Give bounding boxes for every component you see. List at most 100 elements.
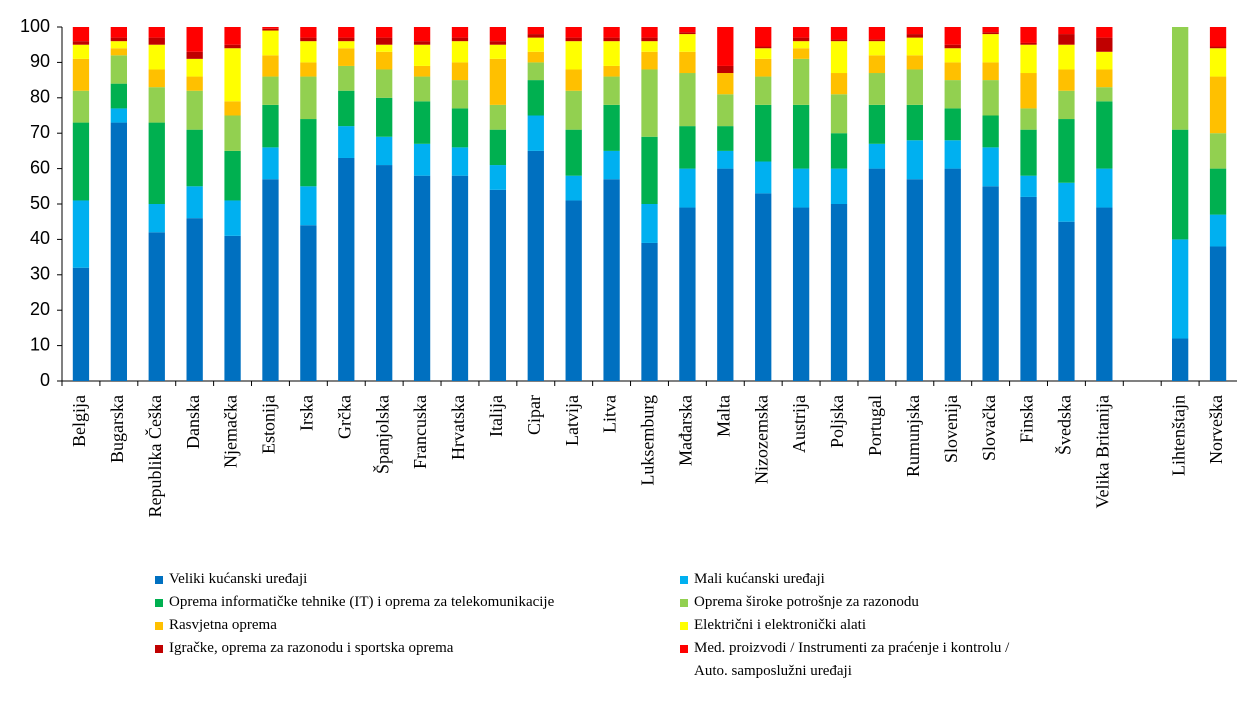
x-tick-label: Danska (183, 395, 203, 449)
bar-segment (451, 175, 469, 381)
bar-segment (944, 62, 961, 81)
bar-segment (1096, 37, 1113, 52)
bar-segment (1209, 214, 1227, 247)
bar-segment (186, 186, 203, 219)
bar-segment (1020, 73, 1037, 109)
bar-segment (641, 27, 658, 38)
bar-segment (792, 207, 810, 381)
legend-item: Med. proizvodi / Instrumenti za praćenje… (680, 637, 1200, 683)
bar-segment (527, 80, 544, 116)
bar-segment (603, 104, 620, 151)
y-tick-label: 100 (20, 16, 50, 36)
y-tick-label: 50 (30, 193, 50, 213)
bar-segment (755, 48, 772, 59)
bar-segment (906, 104, 923, 141)
legend-label: Veliki kućanski uređaji (169, 571, 308, 587)
bar-segment (451, 62, 469, 81)
bar-segment (1020, 42, 1037, 45)
bar-segment (1058, 44, 1075, 70)
bar-segment (451, 41, 469, 63)
x-tick-label: Luksemburg (638, 395, 658, 486)
bar-segment (489, 165, 507, 190)
bar-segment (944, 168, 961, 381)
bar-segment (792, 58, 810, 105)
bar-segment (224, 101, 241, 116)
bar-segment (338, 157, 355, 381)
bar-segment (603, 27, 620, 38)
bar-segment (944, 140, 961, 169)
x-tick-label: Poljska (827, 395, 847, 448)
bar-segment (868, 73, 886, 105)
bar-segment (72, 58, 90, 91)
bar-segment (603, 150, 620, 180)
bar-segment (906, 37, 923, 56)
bar-segment (641, 204, 658, 243)
bar-segment (868, 104, 886, 144)
bar-segment (413, 175, 431, 381)
bar-segment (679, 168, 696, 208)
bar-segment (527, 62, 544, 81)
bar-segment (148, 69, 165, 88)
bar-segment (565, 69, 582, 91)
bar-segment (830, 204, 848, 381)
bar-segment (489, 189, 507, 381)
bar-segment (489, 27, 507, 42)
bar-segment (830, 94, 848, 134)
bar-segment (944, 80, 961, 109)
x-tick-label: Estonija (259, 395, 279, 454)
x-tick-label: Irska (296, 395, 316, 431)
bar-segment (830, 73, 848, 95)
bar-segment (1096, 168, 1113, 208)
bar-segment (641, 242, 658, 381)
bar-segment (262, 30, 279, 56)
bar-segment (830, 133, 848, 169)
bar-segment (679, 73, 696, 127)
bar-segment (1058, 119, 1075, 183)
y-tick-label: 10 (30, 334, 50, 354)
bar-segment (1209, 168, 1227, 215)
x-tick-label: Latvija (562, 395, 582, 446)
bar-segment (565, 175, 582, 201)
bar-segment (868, 39, 886, 42)
legend-swatch (680, 599, 688, 607)
bar-segment (755, 161, 772, 194)
bar-segment (982, 32, 999, 35)
x-tick-label: Norveška (1206, 395, 1226, 464)
bar-segment (72, 27, 90, 42)
bar-segment (262, 27, 279, 29)
x-tick-label: Slovačka (979, 395, 999, 461)
bar-segment (186, 27, 203, 52)
bar-segment (1020, 196, 1037, 381)
bar-segment (717, 65, 734, 74)
bar-segment (679, 34, 696, 52)
bar-segment (376, 37, 393, 45)
bar-segment (717, 73, 734, 95)
bar-segment (1171, 27, 1189, 130)
bar-segment (376, 69, 393, 98)
bar-segment (982, 27, 999, 33)
bar-segment (527, 27, 544, 35)
legend-swatch (155, 622, 163, 630)
bar-segment (1058, 27, 1075, 35)
bar-segment (413, 44, 431, 66)
x-tick-label: Litva (600, 395, 620, 433)
bar-segment (300, 186, 317, 226)
bar-segment (906, 69, 923, 105)
legend-label: Rasvjetna oprema (169, 617, 277, 633)
y-tick-label: 0 (40, 370, 50, 390)
bar-segment (1171, 338, 1189, 381)
bar-segment (792, 168, 810, 208)
bar-segment (982, 186, 999, 381)
bar-segment (565, 90, 582, 130)
bar-segment (186, 218, 203, 381)
bar-segment (262, 76, 279, 105)
bar-segment (338, 41, 355, 49)
legend-swatch (155, 576, 163, 584)
bar-segment (830, 27, 848, 40)
bar-segment (1209, 246, 1227, 381)
bar-segment (72, 122, 90, 201)
bar-segment (830, 41, 848, 74)
bar-segment (944, 27, 961, 45)
y-tick-label: 20 (30, 299, 50, 319)
bar-segment (110, 108, 128, 123)
